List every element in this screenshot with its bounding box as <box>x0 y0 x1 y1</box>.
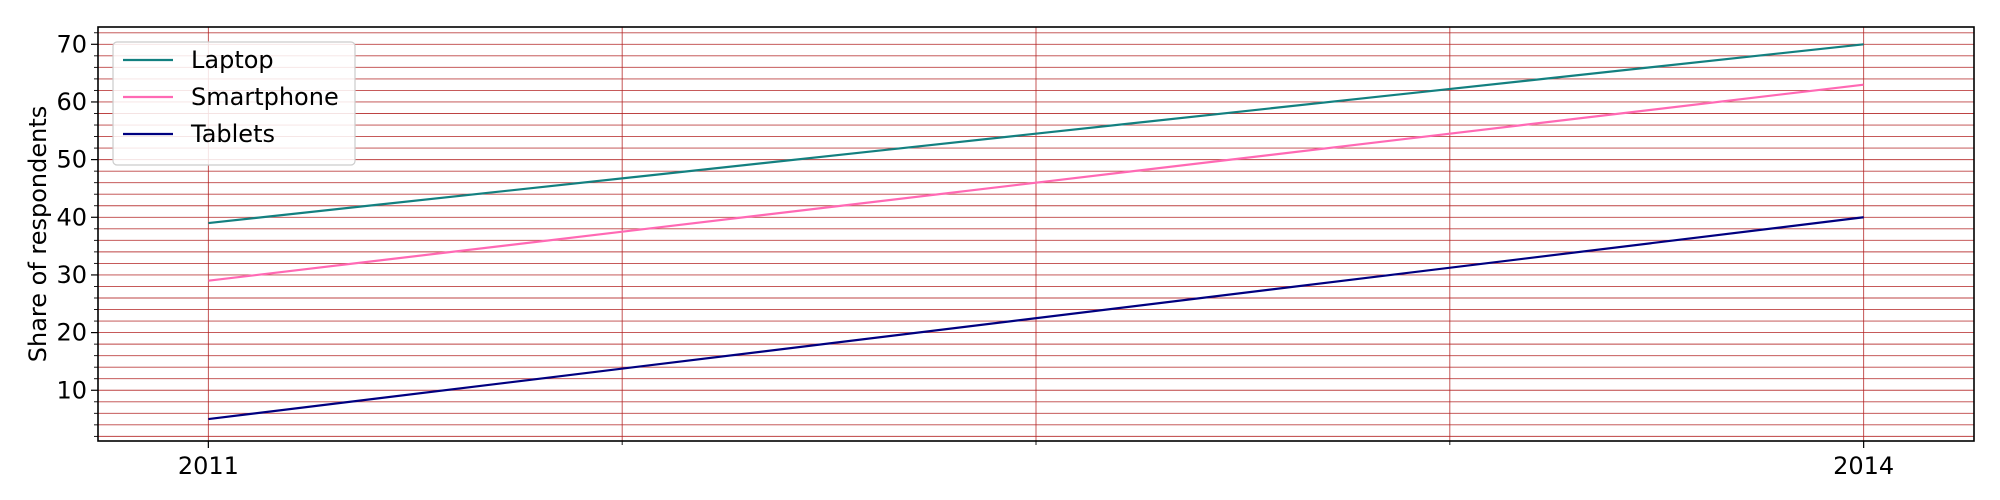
series-line-smartphone <box>208 83 1864 282</box>
legend-label-tablets: Tablets <box>190 120 275 148</box>
y-tick-label: 70 <box>56 30 87 58</box>
grid <box>98 27 1974 441</box>
y-axis-title: Share of respondents <box>24 106 52 363</box>
legend-label-laptop: Laptop <box>191 46 274 74</box>
y-tick-label: 30 <box>56 261 87 289</box>
x-tick-label: 2011 <box>178 452 239 480</box>
legend-label-smartphone: Smartphone <box>191 83 339 111</box>
series-line-tablets <box>208 216 1864 421</box>
y-tick-label: 50 <box>56 146 87 174</box>
legend: Laptop Smartphone Tablets <box>112 41 356 166</box>
legend-box <box>112 41 356 166</box>
x-tick-label: 2014 <box>1833 452 1894 480</box>
y-tick-label: 20 <box>56 319 87 347</box>
y-tick-label: 10 <box>56 376 87 404</box>
y-tick-label: 40 <box>56 203 87 231</box>
y-tick-label: 60 <box>56 88 87 116</box>
axis-ticks: 10 20 30 40 50 60 70 2011 2014 <box>56 30 1894 480</box>
series-lines <box>208 43 1864 421</box>
series-line-laptop <box>208 43 1864 225</box>
